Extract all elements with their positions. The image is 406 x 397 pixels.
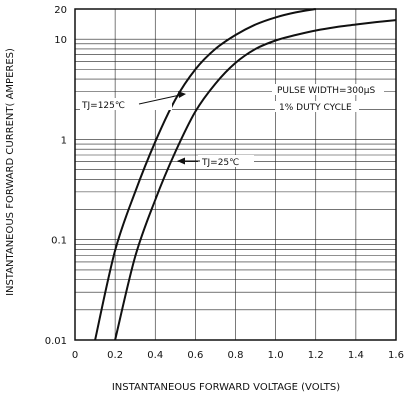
series-line-tj25	[114, 19, 397, 341]
plot-frame	[74, 8, 397, 341]
x-tick-label: 0	[72, 350, 78, 361]
y-axis-title: INSTANTANEOUS FORWARD CURRENT( AMPERES)	[5, 48, 16, 296]
x-tick-label: 1.6	[388, 350, 404, 361]
duty-cycle-label: 1% DUTY CYCLE	[279, 103, 352, 113]
x-tick-label: 1.0	[268, 350, 284, 361]
label-25: TJ=25℃	[201, 158, 239, 168]
y-tick-label: 20	[54, 5, 67, 16]
label-125: TJ=125℃	[81, 101, 125, 111]
x-axis-title: INSTANTANEOUS FORWARD VOLTAGE (VOLTS)	[112, 382, 340, 393]
y-tick-label: 0.1	[51, 236, 67, 247]
duty-cycle-bg	[275, 101, 359, 112]
y-tick-label: 0.01	[45, 336, 67, 347]
y-tick-label: 1	[61, 135, 67, 146]
tick-labels: 0 0.2 0.4 0.6 0.8 1.0 1.2 1.4 1.6 0.01 0.1 1 10 20	[45, 5, 404, 361]
x-tick-label: 0.2	[107, 350, 123, 361]
label-25-bg	[198, 155, 254, 167]
label-125-arrow-line	[138, 94, 181, 105]
grid	[74, 8, 397, 341]
x-tick-label: 1.2	[308, 350, 324, 361]
series-curves	[94, 8, 397, 341]
x-tick-label: 1.4	[348, 350, 364, 361]
pulse-width-bg	[272, 84, 384, 95]
label-125-bg	[80, 98, 172, 110]
label-25-arrowhead	[177, 157, 185, 165]
x-tick-label: 0.6	[187, 350, 203, 361]
x-tick-label: 0.4	[147, 350, 163, 361]
x-tick-label: 0.8	[228, 350, 244, 361]
label-125-arrowhead	[178, 91, 186, 98]
y-tick-label: 10	[54, 35, 67, 46]
series-line-tj125	[94, 8, 316, 341]
pulse-width-label: PULSE WIDTH=300μS	[277, 86, 375, 96]
